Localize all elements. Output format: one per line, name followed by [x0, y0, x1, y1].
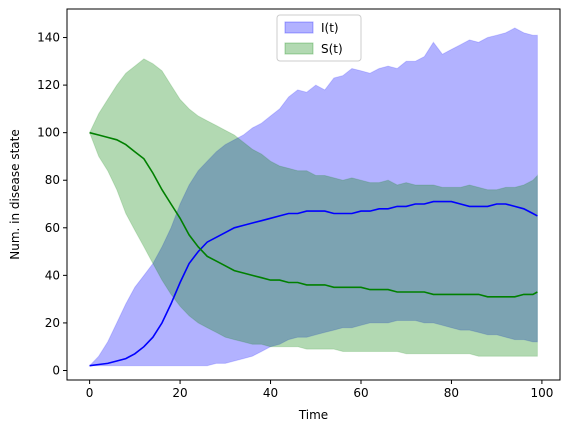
legend-swatch-infected	[284, 21, 314, 34]
y-tick-label: 60	[45, 221, 60, 235]
legend: I(t) S(t)	[276, 14, 362, 62]
band-susceptible	[89, 58, 538, 357]
y-tick-label: 20	[45, 316, 60, 330]
band-infected	[88, 27, 538, 367]
x-tick-label: 60	[353, 386, 368, 400]
x-tick-label: 0	[86, 386, 94, 400]
x-tick-label: 100	[530, 386, 553, 400]
legend-label-susceptible: S(t)	[321, 42, 343, 56]
x-tick-label: 20	[172, 386, 187, 400]
plot-area	[88, 27, 538, 367]
y-tick-label: 100	[37, 126, 60, 140]
y-tick-label: 0	[52, 363, 60, 377]
x-tick-label: 40	[263, 386, 278, 400]
legend-box	[276, 14, 362, 62]
x-axis: 0 20 40 60 80 100	[86, 380, 553, 400]
y-axis: 0 20 40 60 80 100 120 140	[37, 31, 67, 377]
y-tick-label: 40	[45, 268, 60, 282]
legend-label-infected: I(t)	[321, 21, 339, 35]
y-tick-label: 80	[45, 173, 60, 187]
x-axis-label: Time	[298, 408, 328, 422]
y-tick-label: 120	[37, 78, 60, 92]
y-tick-label: 140	[37, 31, 60, 45]
line-infected	[89, 200, 538, 367]
plot-frame	[66, 8, 561, 381]
legend-swatch-susceptible	[284, 42, 314, 55]
x-tick-label: 80	[444, 386, 459, 400]
line-susceptible	[89, 131, 538, 298]
y-axis-label: Num. in disease state	[8, 129, 22, 259]
